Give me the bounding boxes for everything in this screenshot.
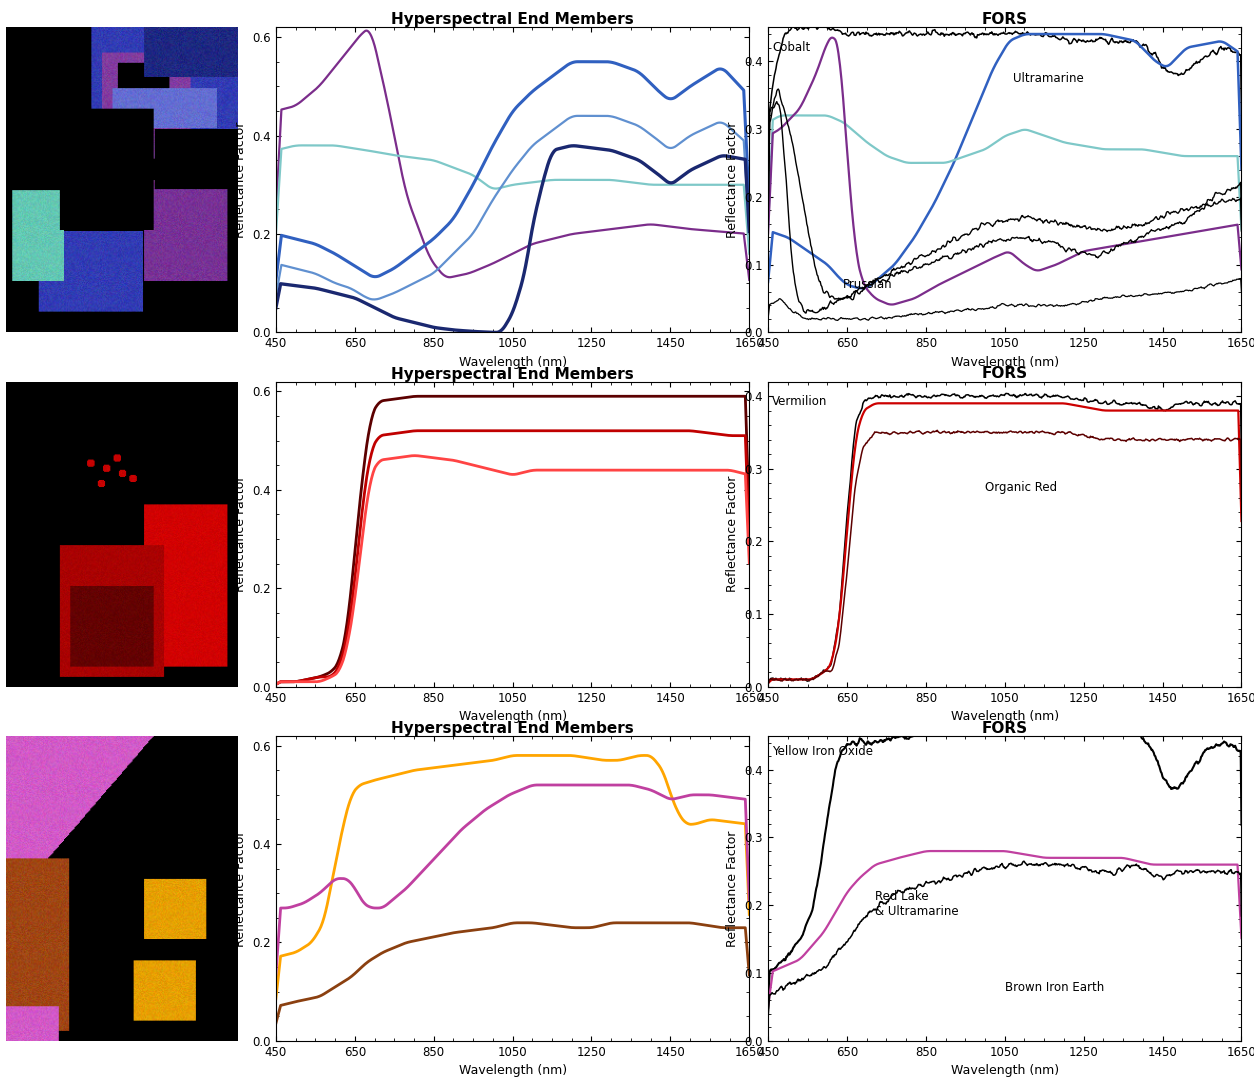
Title: FORS: FORS — [982, 720, 1028, 736]
Y-axis label: Reflectance Factor: Reflectance Factor — [233, 831, 247, 946]
X-axis label: Wavelength (nm): Wavelength (nm) — [459, 1064, 567, 1077]
Text: Organic Red: Organic Red — [986, 481, 1057, 494]
Y-axis label: Reflectance Factor: Reflectance Factor — [726, 122, 739, 238]
Text: Red Lake
& Ultramarine: Red Lake & Ultramarine — [874, 891, 958, 919]
X-axis label: Wavelength (nm): Wavelength (nm) — [459, 355, 567, 368]
Y-axis label: Reflectance Factor: Reflectance Factor — [233, 476, 247, 592]
Title: FORS: FORS — [982, 12, 1028, 27]
Y-axis label: Reflectance Factor: Reflectance Factor — [726, 476, 739, 592]
Title: FORS: FORS — [982, 366, 1028, 381]
Text: Yellow Iron Oxide: Yellow Iron Oxide — [772, 744, 873, 758]
Text: Prussian: Prussian — [843, 278, 893, 291]
Y-axis label: Reflectance Factor: Reflectance Factor — [726, 831, 739, 946]
X-axis label: Wavelength (nm): Wavelength (nm) — [951, 710, 1058, 723]
Text: Ultramarine: Ultramarine — [1013, 72, 1083, 85]
X-axis label: Wavelength (nm): Wavelength (nm) — [951, 1064, 1058, 1077]
Text: Vermilion: Vermilion — [772, 395, 828, 408]
Y-axis label: Reflectance Factor: Reflectance Factor — [233, 122, 247, 238]
Title: Hyperspectral End Members: Hyperspectral End Members — [391, 12, 635, 27]
X-axis label: Wavelength (nm): Wavelength (nm) — [951, 355, 1058, 368]
Text: Cobalt: Cobalt — [772, 41, 810, 55]
Title: Hyperspectral End Members: Hyperspectral End Members — [391, 366, 635, 381]
Title: Hyperspectral End Members: Hyperspectral End Members — [391, 720, 635, 736]
Text: Brown Iron Earth: Brown Iron Earth — [1004, 981, 1104, 994]
X-axis label: Wavelength (nm): Wavelength (nm) — [459, 710, 567, 723]
